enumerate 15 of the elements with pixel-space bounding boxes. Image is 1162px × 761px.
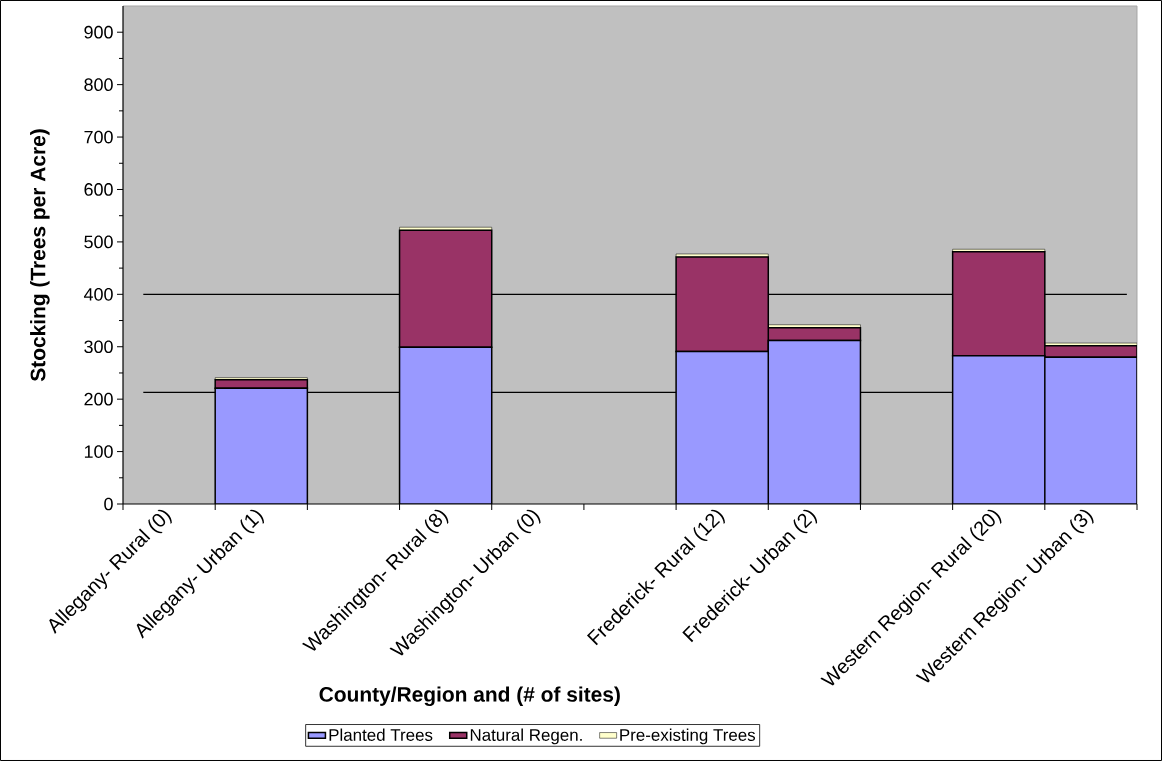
y-tick-label: 200 (84, 392, 113, 406)
x-axis-title: County/Region and (# of sites) (319, 686, 620, 707)
y-tick-label: 800 (84, 78, 113, 91)
legend-label: Pre-existing Trees (620, 728, 756, 745)
y-tick-label: 100 (84, 445, 113, 458)
y-tick-label: 0 (104, 497, 113, 511)
y-tick-label: 400 (83, 287, 113, 301)
y-tick-label: 500 (84, 235, 113, 249)
legend-label: Planted Trees (329, 728, 433, 741)
legend-label: Natural Regen. (470, 728, 582, 745)
y-tick-label: 600 (84, 183, 113, 196)
y-tick-label: 900 (84, 25, 113, 39)
y-tick-label: 700 (84, 130, 113, 144)
y-tick-label: 300 (84, 340, 113, 354)
y-axis-title: Stocking (Trees per Acre) (30, 129, 50, 382)
